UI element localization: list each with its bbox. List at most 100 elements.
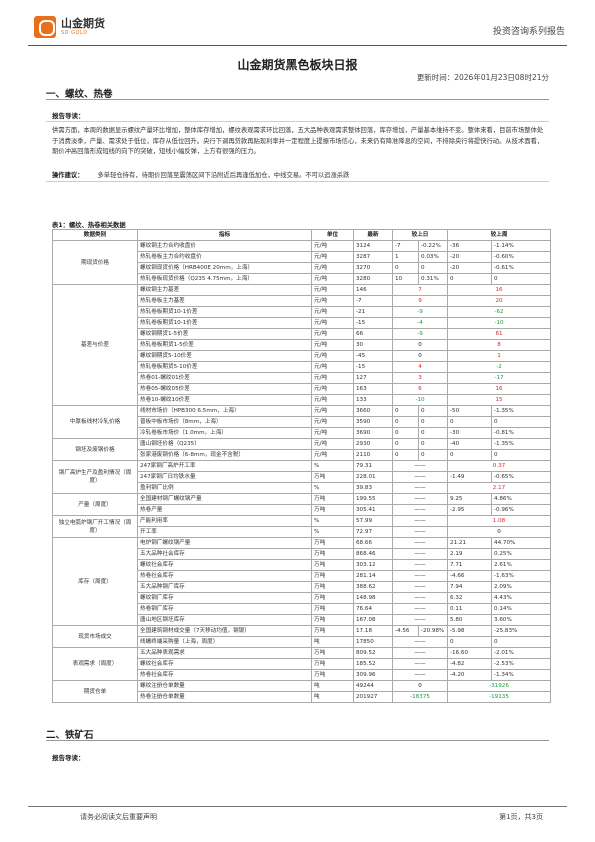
latest-value-cell: -21 <box>353 306 393 318</box>
week-change-cell: -16.60 <box>447 647 493 659</box>
table-row: 期货仓单 螺纹注册仓单数量吨 49244 0 -31926 <box>52 680 552 703</box>
indicator-cell: 247家钢厂高炉开工率 <box>137 460 312 472</box>
day-change-cell: —— <box>391 482 449 494</box>
latest-value-cell: 201927 <box>353 691 393 703</box>
latest-value-cell: 49244 <box>353 680 393 692</box>
unit-cell: % <box>311 515 354 527</box>
week-change-pct-cell: 2.61% <box>491 559 552 571</box>
week-change-cell: 2.17 <box>447 482 552 494</box>
week-change-cell: -10 <box>447 317 552 329</box>
indicator-cell: 全国建材钢厂螺纹钢产量 <box>137 493 312 505</box>
latest-value-cell: 79.31 <box>353 460 393 472</box>
latest-value-cell: 2930 <box>353 438 393 450</box>
day-change-cell: —— <box>391 493 449 505</box>
latest-value-cell: 167.08 <box>353 614 393 626</box>
table-row: 线螺终端采购量（上海，周度）吨 17850 —— 0 0 <box>53 636 552 648</box>
indicator-cell: 热卷05-螺纹05价差 <box>137 383 312 395</box>
week-change-pct-cell: 4.43% <box>491 592 552 604</box>
latest-value-cell: 199.55 <box>353 493 393 505</box>
table-row: 中厚板线材冷轧价格 线材市场价（HPB300 6.5mm，上海） 元/吨 3660 0 0… <box>52 405 552 439</box>
latest-value-cell: 163 <box>353 383 393 395</box>
latest-value-cell: 388.62 <box>353 581 393 593</box>
week-change-cell: 1 <box>447 350 552 362</box>
day-change-cell: -18375 <box>391 691 449 703</box>
week-change-cell: -20 <box>447 262 493 274</box>
week-change-cell: -36 <box>447 240 493 252</box>
unit-cell: 万吨 <box>311 603 354 615</box>
unit-cell: 万吨 <box>311 504 354 516</box>
category-cell: 产量（周度） <box>52 493 138 516</box>
latest-value-cell: -15 <box>353 361 393 373</box>
guide-label: 报告导读： <box>52 112 85 120</box>
unit-cell: 吨 <box>311 691 354 703</box>
unit-cell: 元/吨 <box>311 328 354 340</box>
week-change-cell: 6.32 <box>447 592 493 604</box>
table-row: 表观需求（周度） 五大品种表观需求 万吨 809.52 —— -16.60 -2.01% <box>52 647 552 681</box>
unit-cell: 元/吨 <box>311 361 354 373</box>
latest-value-cell: 3287 <box>353 251 393 263</box>
unit-cell: % <box>311 482 354 494</box>
week-change-pct-cell: 0 <box>491 273 552 285</box>
unit-cell: 吨 <box>311 680 354 692</box>
latest-value-cell: 17.18 <box>353 625 393 637</box>
indicator-cell: 五大品种钢厂库存 <box>137 581 312 593</box>
week-change-cell: 9.25 <box>447 493 493 505</box>
latest-value-cell: 72.97 <box>353 526 393 538</box>
indicator-cell: 热卷社会库存 <box>137 570 312 582</box>
unit-cell: 万吨 <box>311 614 354 626</box>
guide-divider <box>46 121 549 122</box>
week-change-cell: -4.20 <box>447 669 493 681</box>
table-row: 螺纹钢期货1-5价差 元/吨 66 -9 61 <box>53 328 552 340</box>
latest-value-cell: 127 <box>353 372 393 384</box>
week-change-pct-cell: 2.09% <box>491 581 552 593</box>
day-change-pct-cell: 0.31% <box>417 273 449 285</box>
week-change-cell: -2 <box>447 361 552 373</box>
day-change-cell: —— <box>391 537 449 549</box>
op-divider <box>46 181 549 182</box>
table-title: 表1：螺纹、热卷相关数据 <box>52 222 126 229</box>
day-change-cell: 0 <box>392 427 419 439</box>
table-row: 螺纹钢期货5-10价差 元/吨 -45 0 1 <box>53 350 552 362</box>
latest-value-cell: 305.41 <box>353 504 393 516</box>
day-change-cell: -7 <box>392 240 419 252</box>
table-row: 唐山地区钢坯库存 万吨 167.08 —— 5.80 3.60% <box>53 614 552 626</box>
category-cell: 表观需求（周度） <box>52 647 138 681</box>
unit-cell: 万吨 <box>311 592 354 604</box>
day-change-cell: —— <box>391 581 449 593</box>
unit-cell: 万吨 <box>311 669 354 681</box>
table-row: 热卷05-螺纹05价差 元/吨 163 6 16 <box>53 383 552 395</box>
day-change-cell: -10 <box>391 394 449 406</box>
table-row: 钢坯及废钢价格 唐山钢坯价格（Q235） 元/吨 2930 0 0 -40 -1.35% <box>52 438 552 461</box>
week-change-cell: 5.80 <box>447 614 493 626</box>
indicator-cell: 螺纹钢主力基差 <box>137 284 312 296</box>
latest-value-cell: 3660 <box>353 405 393 417</box>
indicator-cell: 热轧卷板期货1-5价差 <box>137 339 312 351</box>
day-change-cell: —— <box>391 471 449 483</box>
table-row: 基差与价差 螺纹钢主力基差 元/吨 146 7 16 <box>52 284 552 406</box>
week-change-pct-cell: -0.60% <box>491 251 552 263</box>
day-change-cell: -4 <box>391 317 449 329</box>
latest-value-cell: 66 <box>353 328 393 340</box>
op-label: 操作建议： <box>52 172 84 179</box>
day-change-cell: —— <box>391 548 449 560</box>
table-row: 247家钢厂日均铁水量 万吨 228.01 —— -1.49 -0.65% <box>53 471 552 483</box>
unit-cell: 万吨 <box>311 559 354 571</box>
week-change-pct-cell: -0.96% <box>491 504 552 516</box>
unit-cell: 万吨 <box>311 548 354 560</box>
day-change-cell: —— <box>391 669 449 681</box>
latest-value-cell: 57.99 <box>353 515 393 527</box>
unit-cell: 元/吨 <box>311 350 354 362</box>
latest-value-cell: 303.12 <box>353 559 393 571</box>
day-change-pct-cell: 0 <box>417 438 449 450</box>
indicator-cell: 五大品种表观需求 <box>137 647 312 659</box>
indicator-cell: 热卷10-螺纹10价差 <box>137 394 312 406</box>
week-change-cell: 8 <box>447 339 552 351</box>
week-change-cell: -62 <box>447 306 552 318</box>
category-cell: 现货市场成交 <box>52 625 138 648</box>
week-change-cell: 16 <box>447 284 552 296</box>
unit-cell: 元/吨 <box>311 284 354 296</box>
col-header: 较上日 <box>391 229 449 241</box>
day-change-cell: —— <box>391 658 449 670</box>
latest-value-cell: 148.98 <box>353 592 393 604</box>
unit-cell: 万吨 <box>311 581 354 593</box>
